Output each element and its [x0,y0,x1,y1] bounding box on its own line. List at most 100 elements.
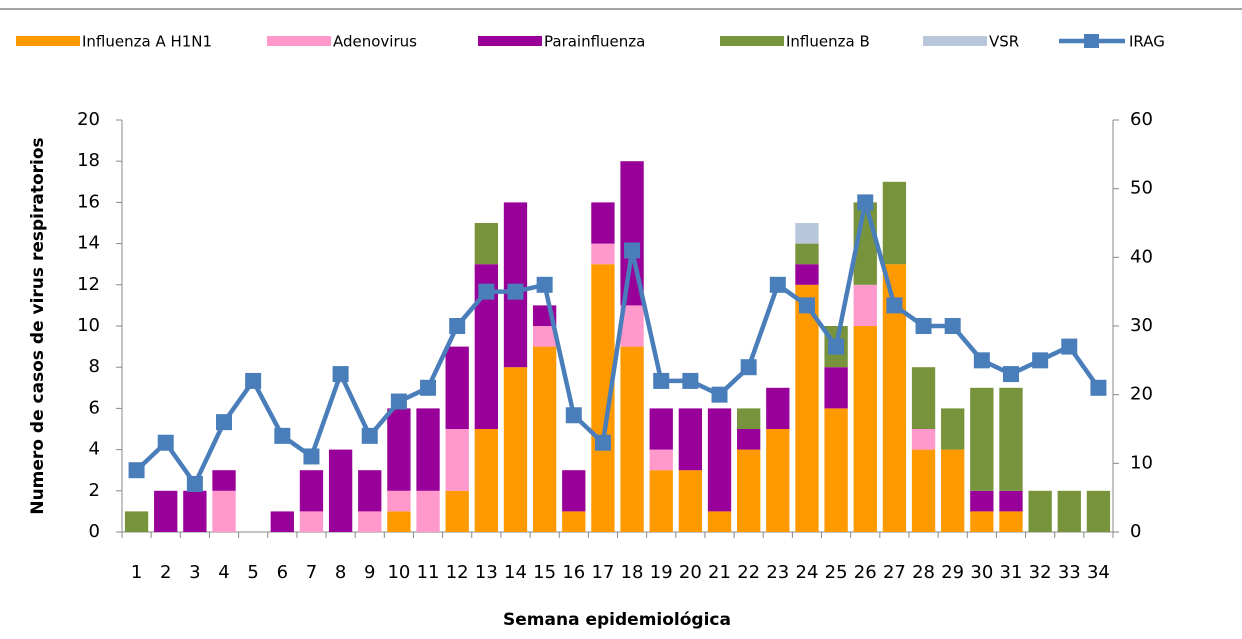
x-tick-label: 28 [912,562,935,583]
bar-segment [795,243,819,265]
line-marker [565,407,582,424]
x-tick-label: 22 [737,562,760,583]
line-marker [420,379,437,396]
bar-segment [999,490,1023,512]
legend-swatch [720,36,784,46]
bar-segment [183,490,207,532]
line-marker [128,462,145,479]
line-marker [274,427,291,444]
x-tick-label: 12 [446,562,469,583]
x-tick-label: 9 [364,562,375,583]
bar-segment [911,449,936,532]
y2-tick-label: 20 [1130,384,1153,405]
line-marker [507,283,524,300]
legend-swatch [478,36,542,46]
bar-segment [328,449,353,532]
bar-segment [416,490,440,532]
bar-segment [766,429,790,532]
x-tick-label: 14 [504,562,527,583]
x-tick-label: 18 [621,562,644,583]
y-tick-label: 20 [77,109,100,130]
bar-segment [445,429,469,491]
legend-label: Influenza A H1N1 [82,33,212,51]
bar-segment [911,429,936,450]
y-tick-label: 18 [77,150,100,171]
bar-segment [445,490,469,532]
line-marker [1090,379,1107,396]
line-marker [361,427,378,444]
x-tick-label: 29 [941,562,964,583]
line-marker [1002,366,1019,383]
x-tick-label: 34 [1087,562,1110,583]
x-axis-title: Semana epidemiológica [503,610,731,630]
x-tick-label: 16 [562,562,585,583]
bar-segment [970,490,994,512]
bar-segment [707,511,732,532]
bar-segment [766,387,790,429]
bar-segment [591,243,615,265]
y-tick-label: 10 [77,315,100,336]
legend-label: VSR [989,33,1019,51]
line-marker [944,318,961,334]
line-series [135,201,1101,489]
legend-swatch [267,36,331,46]
bar-segment [1057,490,1081,532]
x-tick-label: 30 [970,562,993,583]
bar-segment [591,264,615,532]
bar-segment [678,470,703,532]
bar-segment [358,470,382,512]
bar-segment [620,346,644,532]
bar-segment [591,202,615,244]
bar-segment [1086,490,1111,532]
bar-segment [124,511,149,532]
bar-segment [853,284,877,326]
bar-segment [474,264,498,429]
bar-segment [649,470,673,532]
legend-label: Influenza B [786,33,870,51]
line-marker [186,475,203,492]
line-marker [303,448,320,465]
bar-segment [911,367,936,429]
x-tick-label: 17 [591,562,614,583]
bar-segment [299,511,324,532]
legend-swatch [1084,34,1099,48]
line-marker [478,283,495,300]
y-tick-label: 4 [89,439,100,460]
line-marker [682,372,699,389]
y2-tick-label: 10 [1130,452,1153,473]
bar-segment [999,387,1023,491]
x-tick-label: 32 [1029,562,1052,583]
line-marker [216,414,233,431]
x-tick-label: 26 [854,562,877,583]
legend: Influenza A H1N1 Adenovirus Parainfluenza I… [16,33,1165,51]
line-marker [769,276,786,293]
bar-segment [795,223,819,244]
x-tick-label: 24 [796,562,819,583]
bar-segment [737,429,761,450]
bar-segment [970,387,994,491]
bar-segment [474,429,498,532]
bar-segment [737,449,761,532]
y-tick-label: 12 [77,274,100,295]
line-marker [740,359,757,376]
y-axis-title: Numero de casos de virus respiratorios [28,137,48,514]
bar-segment [387,408,411,491]
line-marker [857,194,874,211]
line-marker [653,372,670,389]
line-marker [828,338,845,355]
bar-segment [532,326,557,347]
line-marker [798,297,815,314]
y2-tick-label: 0 [1130,521,1141,542]
y2-tick-label: 50 [1130,178,1153,199]
y-tick-label: 16 [77,191,100,212]
bar-segment [562,511,586,532]
x-tick-label: 2 [160,562,171,583]
bar-segment [270,511,294,532]
x-tick-label: 15 [533,562,556,583]
bar-segment [532,346,557,532]
y-tick-label: 8 [89,356,100,377]
line-marker [536,276,553,293]
bar-segment [824,367,848,409]
bar-segment [358,511,382,532]
